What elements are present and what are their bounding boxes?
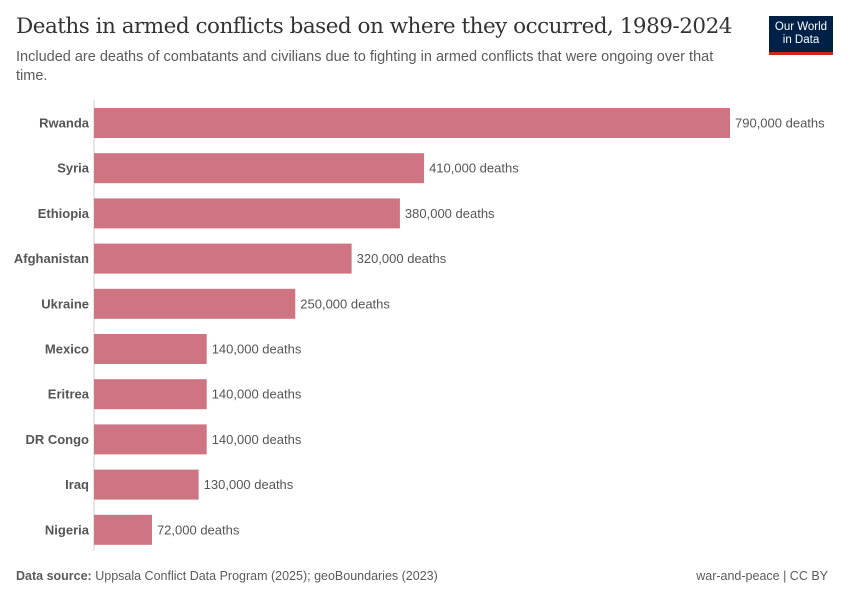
bar-mexico[interactable]: [94, 334, 207, 364]
source-text[interactable]: Uppsala Conflict Data Program (2025); ge…: [95, 569, 438, 583]
bar-ethiopia[interactable]: [94, 198, 400, 229]
category-label: Iraq: [65, 477, 89, 492]
value-label: 140,000 deaths: [212, 342, 302, 357]
category-label: Eritrea: [48, 387, 90, 402]
chart-title: Deaths in armed conflicts based on where…: [16, 14, 732, 39]
category-label: Ethiopia: [38, 206, 90, 221]
value-label: 320,000 deaths: [357, 251, 447, 266]
value-label: 140,000 deaths: [212, 387, 302, 402]
category-label: Syria: [57, 161, 90, 176]
chart-subtitle: Included are deaths of combatants and ci…: [16, 49, 714, 84]
bar-rwanda[interactable]: [94, 108, 730, 138]
source-label: Data source:: [16, 569, 92, 583]
bar-afghanistan[interactable]: [94, 243, 352, 274]
logo-line-1: Our World: [774, 21, 828, 33]
value-label: 410,000 deaths: [429, 161, 519, 176]
license[interactable]: war-and-peace | CC BY: [696, 569, 828, 583]
bar-nigeria[interactable]: [94, 514, 152, 545]
data-source: Data source: Uppsala Conflict Data Progr…: [16, 569, 438, 583]
bar-ukraine[interactable]: [94, 288, 296, 319]
logo-line-2: in Data: [782, 34, 820, 46]
category-label: Rwanda: [39, 116, 90, 131]
value-label: 130,000 deaths: [204, 477, 294, 492]
owid-logo[interactable]: Our World in Data: [769, 16, 833, 55]
bar-syria[interactable]: [94, 153, 425, 184]
value-label: 790,000 deaths: [735, 116, 825, 131]
bar-dr-congo[interactable]: [94, 424, 207, 455]
category-label: Mexico: [45, 342, 89, 357]
bar-eritrea[interactable]: [94, 379, 207, 410]
category-label: Ukraine: [41, 296, 89, 311]
value-label: 140,000 deaths: [212, 432, 302, 447]
category-label: Afghanistan: [14, 251, 89, 266]
value-label: 250,000 deaths: [300, 296, 390, 311]
value-label: 72,000 deaths: [157, 522, 240, 537]
category-label: Nigeria: [45, 522, 90, 537]
bar-iraq[interactable]: [94, 469, 199, 500]
value-label: 380,000 deaths: [405, 206, 495, 221]
category-label: DR Congo: [25, 432, 89, 447]
